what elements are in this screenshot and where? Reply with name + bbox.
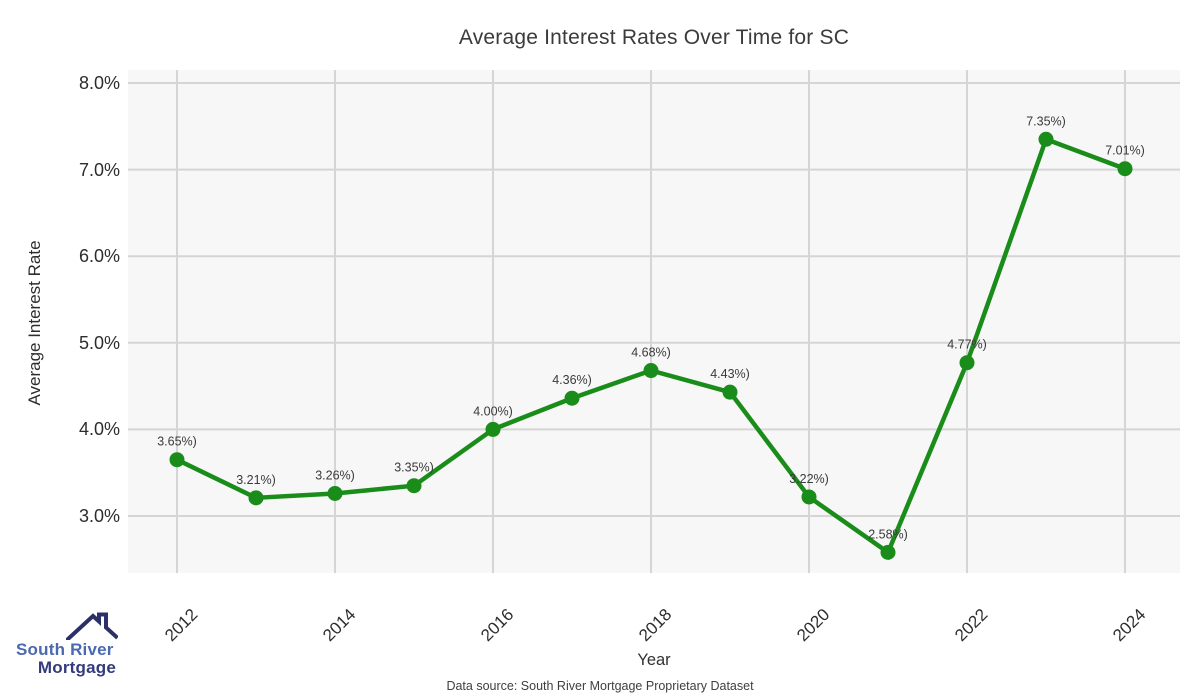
- y-tick-label: 8.0%: [78, 73, 120, 93]
- data-point-label: 3.21%): [236, 473, 276, 487]
- y-axis-label: Average Interest Rate: [25, 240, 44, 406]
- data-point-marker: [327, 485, 343, 501]
- data-point-marker: [169, 452, 185, 468]
- logo-text-line2: Mortgage: [37, 658, 116, 677]
- data-point-label: 4.43%): [710, 367, 750, 381]
- logo: South River Mortgage: [16, 610, 120, 684]
- y-tick-label: 4.0%: [78, 419, 120, 440]
- x-axis-label: Year: [637, 651, 671, 669]
- house-roof-icon: [66, 612, 118, 640]
- chart-title: Average Interest Rates Over Time for SC: [458, 26, 850, 49]
- data-point-label: 4.36%): [552, 373, 592, 387]
- data-point-label: 7.01%): [1105, 144, 1145, 158]
- y-tick-label: 6.0%: [78, 246, 120, 267]
- data-point-marker: [643, 363, 659, 379]
- x-tick-label: 2016: [477, 604, 518, 646]
- data-point-marker: [406, 478, 422, 494]
- y-tick-label: 3.0%: [78, 506, 120, 526]
- logo-text-line1: South River: [16, 640, 114, 659]
- data-point-marker: [801, 489, 817, 505]
- x-tick-label: 2020: [793, 604, 834, 646]
- plot-area: 3.65%) 3.21%) 3.26%) 3.35%) 4.00%) 4.36%) 4.68…: [128, 70, 1180, 573]
- y-tick-label: 7.0%: [78, 159, 120, 180]
- data-point-marker: [1117, 161, 1133, 177]
- data-point-label: 4.68%): [631, 346, 671, 360]
- x-tick-label: 2012: [161, 604, 202, 646]
- data-point-marker: [485, 421, 501, 437]
- data-point-marker: [1038, 131, 1054, 147]
- data-point-marker: [959, 355, 975, 371]
- data-point-label: 3.22%): [789, 472, 829, 486]
- x-tick-label: 2022: [951, 604, 992, 646]
- data-point-label: 4.77%): [947, 338, 987, 352]
- data-point-marker: [248, 490, 264, 506]
- data-point-marker: [722, 384, 738, 400]
- data-source-note: Data source: South River Mortgage Propri…: [446, 679, 754, 693]
- data-point-label: 4.00%): [473, 404, 513, 418]
- data-point-label: 3.65%): [157, 435, 197, 449]
- x-tick-label: 2014: [319, 604, 360, 646]
- chart-canvas: 3.65%) 3.21%) 3.26%) 3.35%) 4.00%) 4.36%) 4.68…: [128, 70, 1180, 573]
- data-point-label: 3.26%): [315, 468, 355, 482]
- x-tick-label: 2024: [1109, 604, 1150, 646]
- data-point-label: 3.35%): [394, 461, 434, 475]
- data-point-marker: [880, 544, 896, 560]
- data-point-marker: [564, 390, 580, 406]
- y-tick-label: 5.0%: [78, 332, 120, 353]
- data-point-label: 7.35%): [1026, 114, 1066, 128]
- data-point-label: 2.58%): [868, 527, 908, 541]
- x-tick-label: 2018: [635, 604, 676, 646]
